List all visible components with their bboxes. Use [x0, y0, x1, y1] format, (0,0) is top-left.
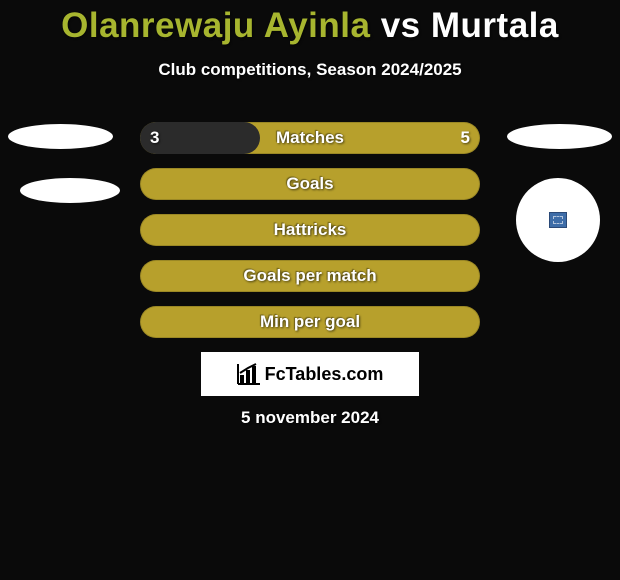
brand-chart-icon — [237, 363, 261, 385]
subtitle: Club competitions, Season 2024/2025 — [0, 60, 620, 80]
page-title: Olanrewaju Ayinla vs Murtala — [0, 0, 620, 46]
stat-row: Goals per match — [0, 260, 620, 292]
comparison-chart: Matches35GoalsHattricksGoals per matchMi… — [0, 122, 620, 352]
stat-row: Matches35 — [0, 122, 620, 154]
bar-p2 — [140, 214, 480, 246]
infographic-root: Olanrewaju Ayinla vs Murtala Club compet… — [0, 0, 620, 580]
stat-value-p2: 5 — [461, 122, 470, 154]
stat-row: Goals — [0, 168, 620, 200]
stat-value-p1: 3 — [150, 122, 159, 154]
bar-p2 — [140, 260, 480, 292]
bar-p2 — [140, 168, 480, 200]
brand-text: FcTables.com — [265, 364, 384, 385]
brand-box: FcTables.com — [201, 352, 419, 396]
player1-name: Olanrewaju Ayinla — [61, 6, 370, 45]
bar-p2 — [140, 306, 480, 338]
player2-name: Murtala — [431, 6, 559, 45]
date-text: 5 november 2024 — [0, 408, 620, 428]
vs-text: vs — [381, 6, 421, 45]
stat-row: Hattricks — [0, 214, 620, 246]
stat-row: Min per goal — [0, 306, 620, 338]
